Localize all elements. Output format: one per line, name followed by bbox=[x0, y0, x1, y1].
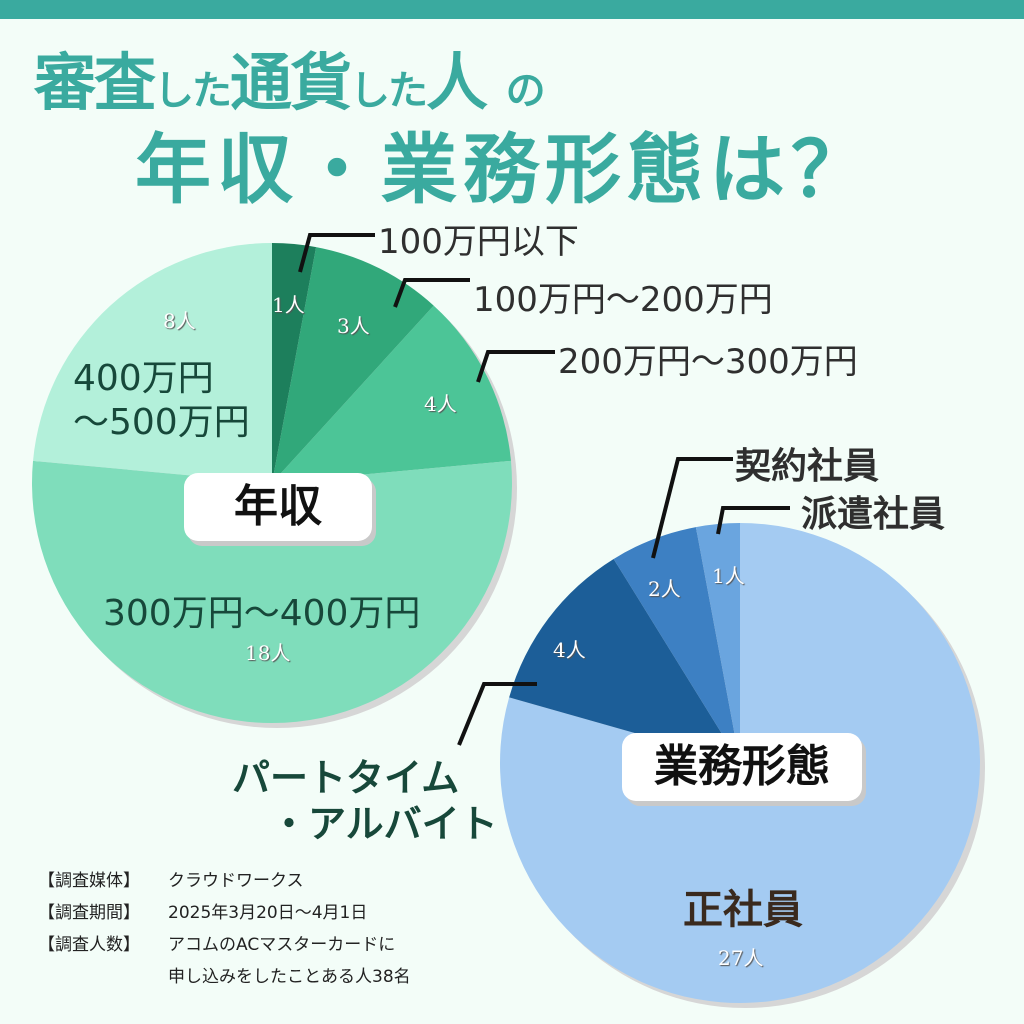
label-400-500-line2: 〜500万円 bbox=[73, 402, 250, 443]
leader-line-part bbox=[457, 682, 537, 746]
leader-line-haken bbox=[716, 506, 790, 535]
title-word: した bbox=[154, 68, 232, 114]
label-part-line1: パートタイム bbox=[232, 756, 460, 800]
leader-line-100-200 bbox=[393, 278, 470, 308]
survey-row: 【調査期間】 2025年3月20日〜4月1日 bbox=[38, 898, 367, 923]
label-300-400: 300万円〜400万円 bbox=[103, 593, 421, 634]
label-part: パートタイム ・アルバイト bbox=[232, 755, 498, 847]
title-word: 通貨 bbox=[230, 46, 352, 119]
leader-line-keiyaku bbox=[651, 457, 733, 559]
label-400-500-line1: 400万円 bbox=[73, 358, 214, 399]
count-seishain: 27人 bbox=[718, 946, 764, 970]
pie-slice-200万円〜300万円 bbox=[272, 305, 511, 483]
survey-value: アコムのACマスターカードに bbox=[168, 935, 396, 955]
survey-row: 申し込みをしたことある人38名 bbox=[38, 962, 411, 987]
count-keiyaku: 2人 bbox=[648, 577, 681, 601]
label-keiyaku: 契約社員 bbox=[735, 446, 880, 487]
title-word: の bbox=[505, 68, 546, 114]
top-accent-bar bbox=[0, 0, 1024, 19]
pie-slice-100万円以下 bbox=[272, 243, 317, 483]
title-line-2: 年収・業務形態は？ bbox=[135, 125, 873, 214]
survey-key: 【調査媒体】 bbox=[38, 871, 140, 891]
survey-row: 【調査人数】 アコムのACマスターカードに bbox=[38, 930, 395, 955]
pie-slice-400万円〜500万円 bbox=[33, 243, 272, 483]
count-200-300: 4人 bbox=[424, 392, 457, 416]
survey-value: 2025年3月20日〜4月1日 bbox=[168, 903, 368, 923]
title-word: 人 bbox=[426, 46, 488, 119]
pie-slice-パートタイム・アルバイト bbox=[509, 558, 740, 763]
pie-slice-契約社員 bbox=[613, 527, 740, 763]
count-400-500: 8人 bbox=[163, 309, 196, 333]
title-word: 審査 bbox=[34, 46, 156, 119]
label-haken: 派遣社員 bbox=[801, 494, 946, 535]
survey-value: クラウドワークス bbox=[168, 871, 304, 891]
label-lt100: 100万円以下 bbox=[378, 222, 579, 262]
survey-value: 申し込みをしたことある人38名 bbox=[168, 967, 411, 987]
survey-key: 【調査人数】 bbox=[38, 935, 140, 955]
count-haken: 1人 bbox=[712, 564, 745, 588]
count-100-200: 3人 bbox=[337, 314, 370, 338]
leader-line-lt100 bbox=[298, 233, 375, 273]
label-part-line2: ・アルバイト bbox=[270, 802, 498, 846]
label-seishain: 正社員 bbox=[683, 887, 803, 933]
leader-line-200-300 bbox=[476, 350, 555, 383]
title-word: した bbox=[350, 68, 428, 114]
label-100-200: 100万円〜200万円 bbox=[473, 280, 773, 320]
survey-row: 【調査媒体】 クラウドワークス bbox=[38, 866, 304, 891]
income-chart-tag: 年収 bbox=[184, 473, 372, 541]
leader-lines bbox=[298, 233, 790, 746]
count-300-400: 18人 bbox=[245, 641, 291, 665]
label-200-300: 200万円〜300万円 bbox=[558, 342, 858, 382]
title-line-1: 審査した通貨した人 の bbox=[34, 32, 546, 122]
count-lt100: 1人 bbox=[272, 293, 305, 317]
pie-slice-300万円〜400万円 bbox=[32, 460, 512, 723]
pie-slice-派遣社員 bbox=[695, 523, 740, 763]
count-part: 4人 bbox=[553, 638, 586, 662]
employment-chart-tag: 業務形態 bbox=[622, 733, 862, 801]
label-400-500: 400万円 〜500万円 bbox=[73, 357, 250, 445]
survey-key: 【調査期間】 bbox=[38, 903, 140, 923]
